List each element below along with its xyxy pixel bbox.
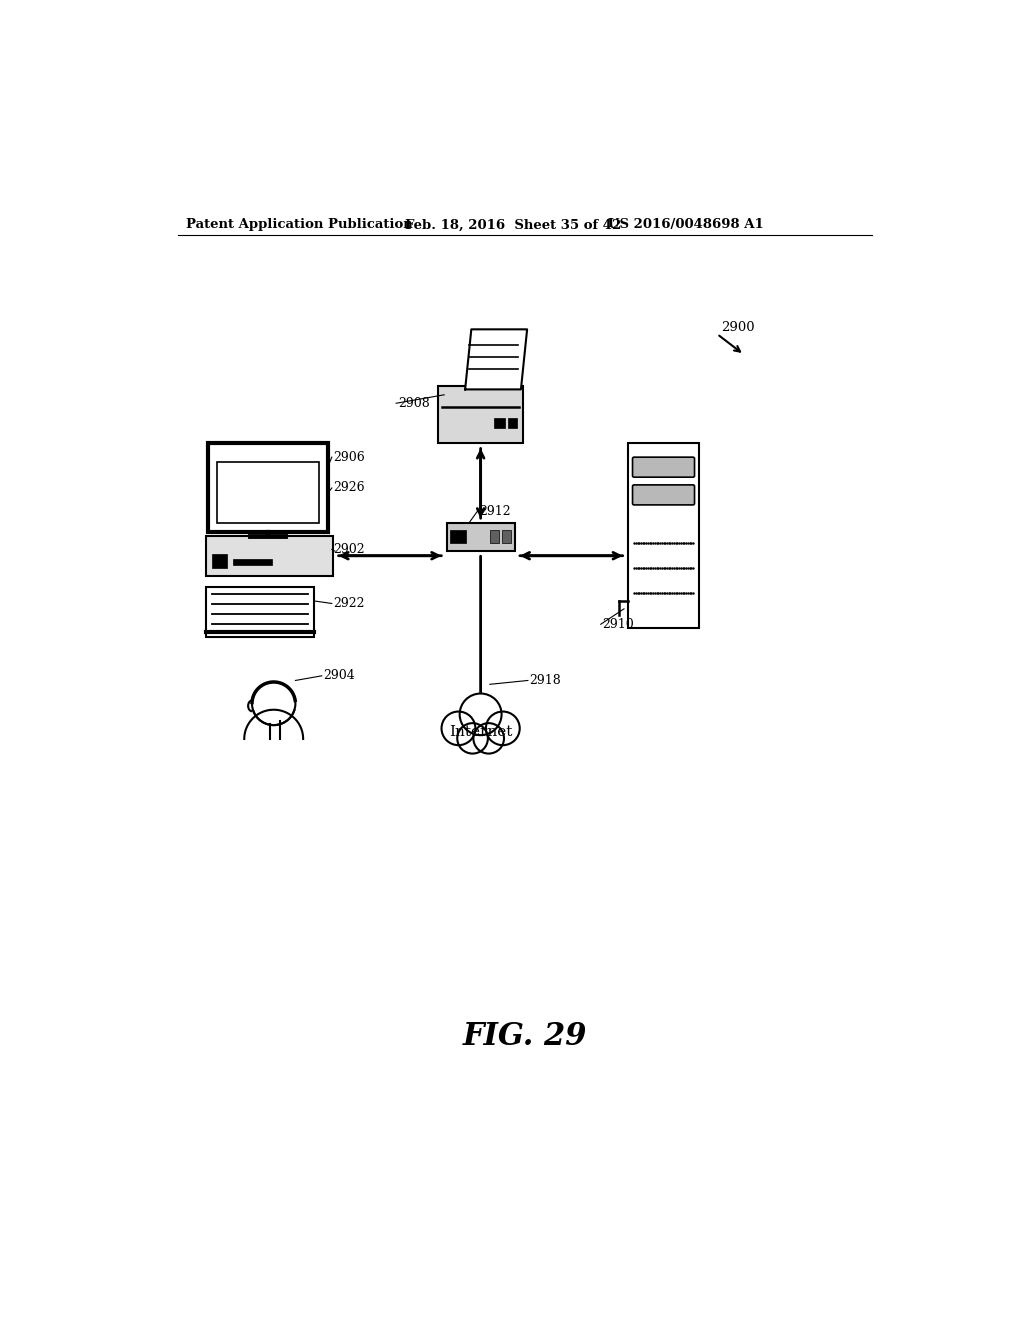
- Circle shape: [441, 711, 475, 746]
- Text: 2902: 2902: [334, 543, 365, 556]
- Circle shape: [473, 723, 504, 754]
- Text: 2926: 2926: [334, 482, 365, 495]
- Bar: [217, 462, 318, 523]
- Bar: [438, 385, 523, 444]
- Text: Internet: Internet: [449, 725, 512, 739]
- Text: 2918: 2918: [529, 675, 561, 686]
- Bar: [446, 524, 515, 552]
- Text: Patent Application Publication: Patent Application Publication: [186, 218, 413, 231]
- Text: 2904: 2904: [324, 669, 355, 682]
- Bar: [208, 444, 328, 532]
- Bar: [508, 418, 517, 428]
- Circle shape: [460, 693, 502, 735]
- Text: 2922: 2922: [334, 597, 365, 610]
- Text: US 2016/0048698 A1: US 2016/0048698 A1: [608, 218, 764, 231]
- Bar: [206, 536, 334, 576]
- Bar: [494, 418, 506, 428]
- Text: 2912: 2912: [479, 504, 511, 517]
- Bar: [502, 529, 511, 544]
- Circle shape: [458, 723, 487, 754]
- Bar: [451, 529, 466, 544]
- Bar: [233, 558, 272, 565]
- Bar: [206, 586, 314, 636]
- Bar: [212, 554, 227, 568]
- Bar: [489, 529, 500, 544]
- FancyBboxPatch shape: [633, 457, 694, 478]
- Text: 2910: 2910: [602, 618, 634, 631]
- FancyBboxPatch shape: [633, 484, 694, 506]
- Bar: [628, 444, 699, 628]
- Text: Feb. 18, 2016  Sheet 35 of 42: Feb. 18, 2016 Sheet 35 of 42: [406, 218, 622, 231]
- Circle shape: [485, 711, 520, 746]
- Polygon shape: [465, 330, 527, 389]
- Text: 2906: 2906: [334, 450, 366, 463]
- Text: 2908: 2908: [397, 397, 429, 409]
- Text: 2900: 2900: [721, 321, 755, 334]
- Text: FIG. 29: FIG. 29: [463, 1020, 587, 1052]
